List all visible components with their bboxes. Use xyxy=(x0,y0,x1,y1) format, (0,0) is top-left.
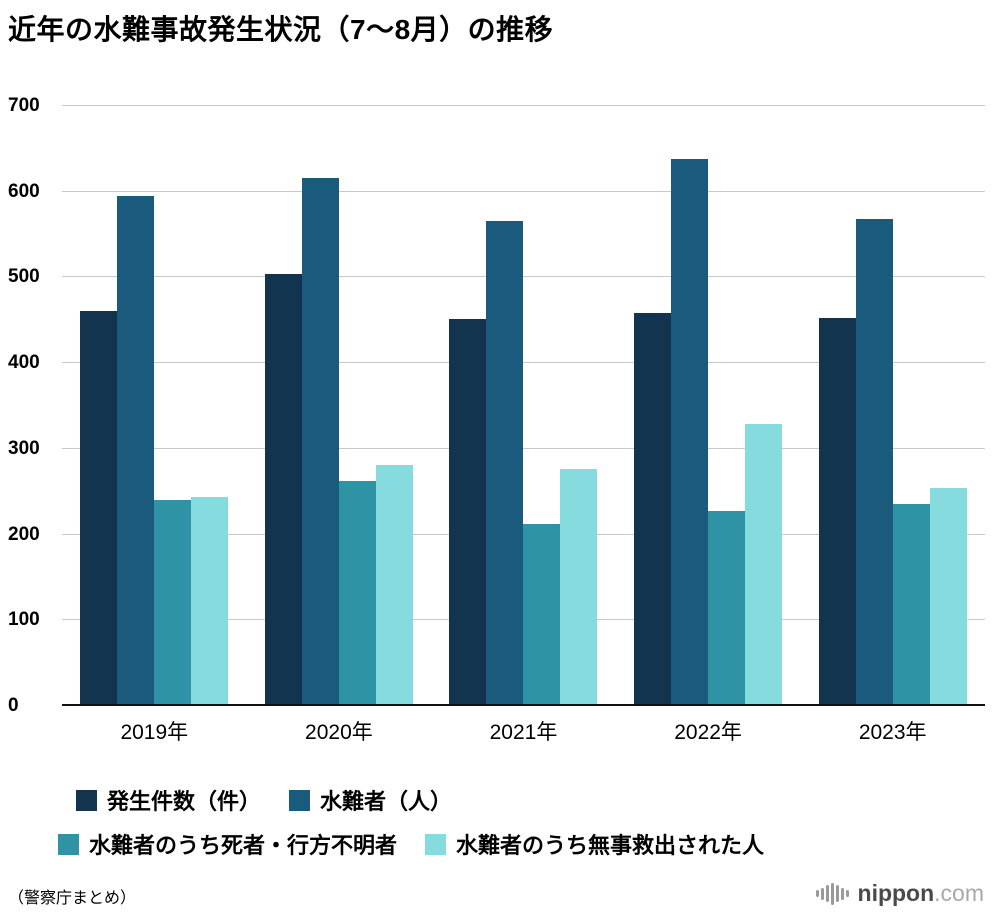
bar xyxy=(671,159,709,706)
bar-group-2020年 xyxy=(247,106,432,706)
legend-label: 水難者のうち死者・行方不明者 xyxy=(89,833,398,858)
brand-text: nippon.com xyxy=(858,880,984,907)
y-tick-label: 700 xyxy=(8,95,40,116)
bar xyxy=(117,196,155,706)
source-note: （警察庁まとめ） xyxy=(8,890,137,907)
bar xyxy=(191,496,229,706)
bar xyxy=(892,503,930,706)
gridline xyxy=(62,447,985,449)
bar xyxy=(560,468,598,706)
bar xyxy=(154,500,192,706)
bar-group-2022年 xyxy=(616,106,801,706)
bar-group-2023年 xyxy=(800,106,985,706)
gridline xyxy=(62,190,985,192)
y-tick-label: 300 xyxy=(8,437,40,459)
y-tick-label: 400 xyxy=(8,352,40,374)
bar xyxy=(523,524,561,706)
y-tick-label: 100 xyxy=(8,609,40,631)
legend-swatch xyxy=(425,833,447,855)
y-tick-label: 200 xyxy=(8,523,40,545)
x-axis-line xyxy=(62,704,985,706)
bar xyxy=(301,178,339,706)
legend-swatch xyxy=(289,789,311,811)
bar xyxy=(338,481,376,706)
y-tick-label: 500 xyxy=(8,266,40,288)
brand-name: nippon xyxy=(857,880,935,906)
bar xyxy=(80,310,118,706)
bar xyxy=(449,318,487,706)
brand-tld: .com xyxy=(934,880,984,906)
waveform-bars-icon xyxy=(815,882,849,905)
x-axis-label: 2020年 xyxy=(305,721,373,744)
y-tick-label: 600 xyxy=(8,180,40,202)
bar xyxy=(375,465,413,706)
bar-group-2019年 xyxy=(62,106,247,706)
x-axis-label: 2021年 xyxy=(489,721,558,744)
gridline xyxy=(62,105,985,106)
legend-label: 水難者（人） xyxy=(320,789,453,814)
legend-item: 発生件数（件） xyxy=(76,784,261,816)
x-axis-label: 2019年 xyxy=(120,721,189,744)
y-tick-label: 0 xyxy=(8,695,19,716)
legend-label: 発生件数（件） xyxy=(107,789,262,814)
bar xyxy=(855,219,893,706)
nippon-logo: nippon.com xyxy=(815,880,984,907)
legend: 発生件数（件） 水難者（人） 水難者のうち死者・行方不明者 水難者のうち無事救出された… xyxy=(58,784,764,860)
gridline xyxy=(62,362,985,364)
legend-item: 水難者のうち死者・行方不明者 xyxy=(58,828,397,860)
legend-item: 水難者のうち無事救出された人 xyxy=(425,828,764,860)
bar xyxy=(634,312,672,706)
legend-swatch xyxy=(58,833,79,855)
bar-group-2021年 xyxy=(431,106,616,706)
gridline xyxy=(62,276,985,278)
bar xyxy=(745,424,783,706)
bar-groups xyxy=(62,106,985,706)
legend-item: 水難者（人） xyxy=(289,784,452,816)
x-axis-labels: 2019年 2020年 2021年 2022年 2023年 xyxy=(62,716,985,746)
legend-row: 水難者のうち死者・行方不明者 水難者のうち無事救出された人 xyxy=(58,828,764,860)
bar xyxy=(929,488,967,706)
chart-title: 近年の水難事故発生状況（7〜8月）の推移 xyxy=(8,14,554,45)
bar xyxy=(264,274,302,706)
legend-label: 水難者のうち無事救出された人 xyxy=(456,833,765,858)
bar xyxy=(486,220,524,706)
x-axis-label: 2022年 xyxy=(674,721,742,744)
plot-area xyxy=(62,105,985,706)
bar xyxy=(818,317,856,706)
legend-swatch xyxy=(76,789,97,811)
x-axis-label: 2023年 xyxy=(858,721,927,744)
bar xyxy=(708,510,746,706)
legend-row: 発生件数（件） 水難者（人） xyxy=(76,784,764,816)
